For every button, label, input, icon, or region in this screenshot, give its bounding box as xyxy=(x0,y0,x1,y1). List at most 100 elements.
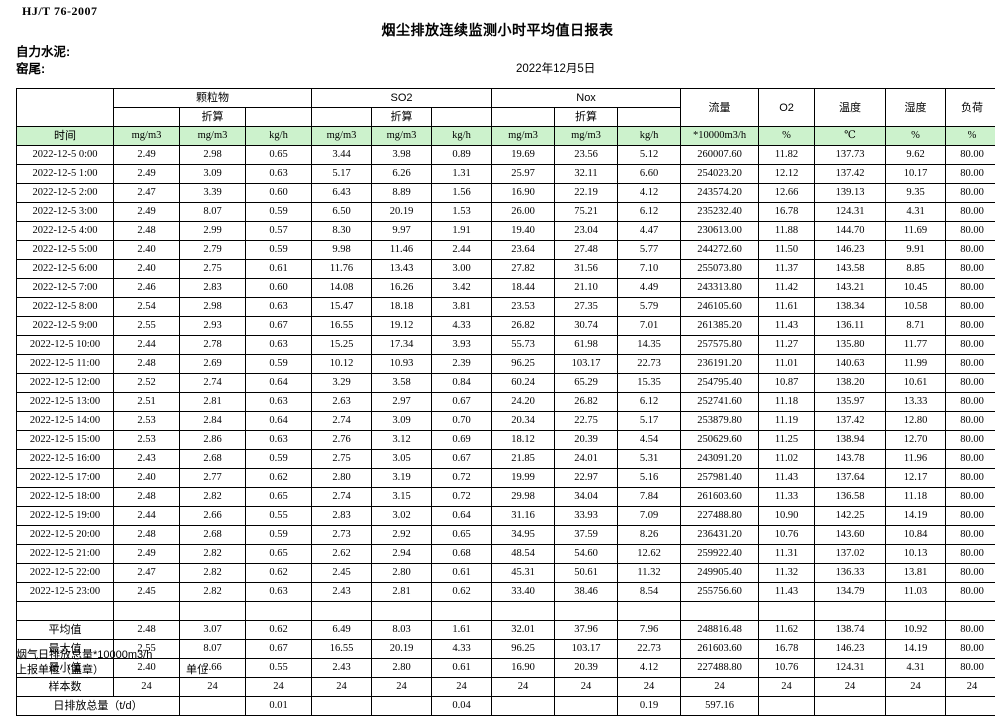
cell-value: 11.02 xyxy=(759,450,815,469)
spacer-cell xyxy=(886,602,946,621)
cell-value: 0.59 xyxy=(246,526,312,545)
daily-total-value xyxy=(180,697,246,716)
cell-value: 252741.60 xyxy=(681,393,759,412)
summary-value: 8.03 xyxy=(372,621,432,640)
cell-value: 2.55 xyxy=(114,317,180,336)
cell-value: 2.79 xyxy=(180,241,246,260)
cell-value: 10.13 xyxy=(886,545,946,564)
cell-value: 2.81 xyxy=(180,393,246,412)
unit-so2-mgm3: mg/m3 xyxy=(312,127,372,146)
cell-value: 2.99 xyxy=(180,222,246,241)
spacer-cell xyxy=(114,602,180,621)
cell-value: 80.00 xyxy=(946,279,995,298)
cell-value: 3.15 xyxy=(372,488,432,507)
cell-time: 2022-12-5 13:00 xyxy=(17,393,114,412)
cell-value: 2.51 xyxy=(114,393,180,412)
cell-value: 25.97 xyxy=(492,165,555,184)
summary-value: 103.17 xyxy=(555,640,618,659)
cell-value: 19.12 xyxy=(372,317,432,336)
cell-value: 0.63 xyxy=(246,165,312,184)
cell-value: 2.48 xyxy=(114,488,180,507)
cell-value: 8.30 xyxy=(312,222,372,241)
cell-value: 3.42 xyxy=(432,279,492,298)
summary-value: 24 xyxy=(372,678,432,697)
cell-value: 0.64 xyxy=(246,374,312,393)
cell-value: 18.44 xyxy=(492,279,555,298)
cell-value: 124.31 xyxy=(815,203,886,222)
summary-value: 6.49 xyxy=(312,621,372,640)
cell-value: 257981.40 xyxy=(681,469,759,488)
cell-value: 243313.80 xyxy=(681,279,759,298)
cell-value: 243091.20 xyxy=(681,450,759,469)
cell-value: 2.40 xyxy=(114,469,180,488)
header-group-temperature: 温度 xyxy=(815,89,886,127)
cell-value: 12.12 xyxy=(759,165,815,184)
cell-value: 143.60 xyxy=(815,526,886,545)
unit-flow: *10000m3/h xyxy=(681,127,759,146)
cell-value: 0.62 xyxy=(246,564,312,583)
unit-humidity: % xyxy=(886,127,946,146)
spacer-cell xyxy=(492,602,555,621)
cell-value: 8.71 xyxy=(886,317,946,336)
cell-value: 2.54 xyxy=(114,298,180,317)
cell-value: 27.82 xyxy=(492,260,555,279)
cell-value: 8.54 xyxy=(618,583,681,602)
cell-value: 4.49 xyxy=(618,279,681,298)
summary-value: 20.19 xyxy=(372,640,432,659)
cell-value: 13.81 xyxy=(886,564,946,583)
cell-value: 19.69 xyxy=(492,146,555,165)
cell-value: 11.88 xyxy=(759,222,815,241)
cell-value: 12.70 xyxy=(886,431,946,450)
cell-value: 0.65 xyxy=(432,526,492,545)
summary-value: 138.74 xyxy=(815,621,886,640)
cell-value: 6.26 xyxy=(372,165,432,184)
cell-value: 34.95 xyxy=(492,526,555,545)
cell-value: 80.00 xyxy=(946,222,995,241)
cell-value: 11.18 xyxy=(886,488,946,507)
cell-time: 2022-12-5 9:00 xyxy=(17,317,114,336)
cell-value: 9.35 xyxy=(886,184,946,203)
cell-value: 0.67 xyxy=(246,317,312,336)
cell-value: 9.62 xyxy=(886,146,946,165)
cell-value: 2.74 xyxy=(180,374,246,393)
cell-value: 236431.20 xyxy=(681,526,759,545)
cell-value: 22.73 xyxy=(618,355,681,374)
cell-value: 13.43 xyxy=(372,260,432,279)
summary-value: 1.61 xyxy=(432,621,492,640)
cell-value: 14.08 xyxy=(312,279,372,298)
cell-value: 5.17 xyxy=(618,412,681,431)
cell-value: 236191.20 xyxy=(681,355,759,374)
footer-flow-note: 烟气日排放总量*10000m3/h xyxy=(16,646,152,662)
cell-time: 2022-12-5 12:00 xyxy=(17,374,114,393)
cell-value: 143.78 xyxy=(815,450,886,469)
cell-value: 0.65 xyxy=(246,545,312,564)
cell-value: 3.05 xyxy=(372,450,432,469)
header-pm-blank-2 xyxy=(246,108,312,127)
cell-value: 11.18 xyxy=(759,393,815,412)
summary-label: 样本数 xyxy=(17,678,114,697)
cell-value: 9.97 xyxy=(372,222,432,241)
spacer-cell xyxy=(180,602,246,621)
cell-value: 3.98 xyxy=(372,146,432,165)
cell-value: 16.90 xyxy=(492,184,555,203)
cell-value: 2.80 xyxy=(372,564,432,583)
cell-value: 140.63 xyxy=(815,355,886,374)
monitoring-point-label: 窑尾: xyxy=(16,58,45,77)
summary-value: 10.92 xyxy=(886,621,946,640)
cell-value: 138.20 xyxy=(815,374,886,393)
summary-value: 24 xyxy=(618,678,681,697)
summary-value: 24 xyxy=(492,678,555,697)
cell-value: 2.98 xyxy=(180,298,246,317)
cell-value: 2.77 xyxy=(180,469,246,488)
cell-value: 3.09 xyxy=(372,412,432,431)
cell-time: 2022-12-5 4:00 xyxy=(17,222,114,241)
cell-value: 2.92 xyxy=(372,526,432,545)
cell-value: 80.00 xyxy=(946,203,995,222)
